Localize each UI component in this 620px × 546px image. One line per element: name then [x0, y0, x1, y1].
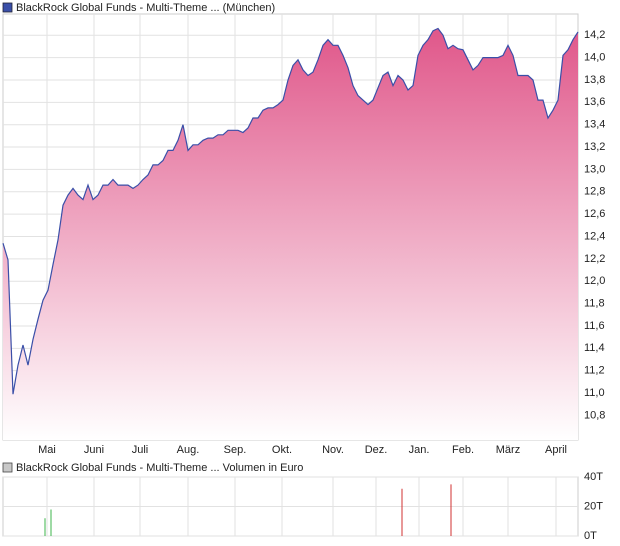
y-tick-label: 11,0 [584, 387, 605, 399]
chart-title: BlackRock Global Funds - Multi-Theme ...… [16, 462, 303, 474]
x-tick-label: März [496, 444, 520, 456]
y-tick-label: 12,6 [584, 208, 605, 220]
x-tick-label: Feb. [452, 444, 474, 456]
legend-swatch [2, 462, 13, 473]
y-tick-label: 12,0 [584, 275, 605, 287]
y-tick-label: 13,8 [584, 74, 605, 86]
y-tick-label: 13,2 [584, 141, 605, 153]
x-tick-label: April [545, 444, 567, 456]
y-tick-label: 13,0 [584, 163, 605, 175]
y-tick-label: 12,4 [584, 230, 605, 242]
price-area [3, 28, 578, 440]
x-tick-label: Okt. [272, 444, 292, 456]
y-tick-label: 11,8 [584, 297, 605, 309]
x-tick-label: Mai [38, 444, 56, 456]
x-tick-label: Nov. [322, 444, 344, 456]
y-tick-label: 14,0 [584, 52, 605, 64]
y-tick-label: 11,2 [584, 365, 605, 377]
x-tick-label: Jan. [409, 444, 430, 456]
y-tick-label: 10,8 [584, 409, 605, 421]
y-tick-label: 14,2 [584, 29, 605, 41]
y-tick-label: 20T [584, 500, 603, 512]
x-tick-label: Aug. [177, 444, 200, 456]
y-tick-label: 12,8 [584, 186, 605, 198]
y-tick-label: 11,6 [584, 320, 605, 332]
y-tick-label: 13,4 [584, 119, 605, 131]
price-line [2, 27, 579, 395]
x-tick-label: Dez. [365, 444, 388, 456]
y-tick-label: 0T [584, 530, 597, 542]
legend-swatch [2, 2, 13, 13]
y-tick-label: 11,4 [584, 342, 605, 354]
chart-title: BlackRock Global Funds - Multi-Theme ...… [16, 2, 275, 14]
x-tick-label: Sep. [224, 444, 247, 456]
y-tick-label: 13,6 [584, 96, 605, 108]
x-tick-label: Juni [84, 444, 104, 456]
y-tick-label: 12,2 [584, 253, 605, 265]
y-tick-label: 40T [584, 471, 603, 483]
x-tick-label: Juli [132, 444, 149, 456]
